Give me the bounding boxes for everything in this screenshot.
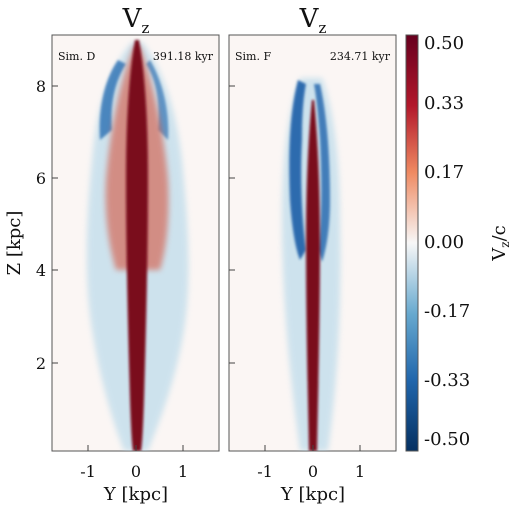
panel-d-xtick: -1 [80,462,96,481]
panel-f-xlabel: Y [kpc] [280,484,345,505]
panel-f-xtick: 1 [355,462,365,481]
panel-f-time-label: 234.71 kyr [330,50,391,63]
panel-f-field [282,78,341,451]
colorbar-gradient [405,34,419,452]
panel-f-title: Vz [299,4,327,37]
colorbar-tick: -0.50 [424,429,470,450]
panel-d-ytick: 4 [36,261,46,280]
panel-d-xlabel: Y [kpc] [103,484,168,505]
panel-d-ytick: 6 [36,169,46,188]
panel-f-xtick: -1 [257,462,273,481]
panel-d-xtick: 1 [178,462,188,481]
panel-d-ticks [52,85,184,451]
colorbar-tick: 0.17 [424,162,464,183]
colorbar-tick: 0.00 [424,232,464,253]
panel-d-field [86,40,189,451]
panel-f-sim-label: Sim. F [235,50,271,63]
colorbar-label: Vz/c [489,225,512,261]
colorbar-tick: -0.17 [424,301,470,322]
jet-spine [306,100,320,451]
colorbar-tick: 0.50 [424,33,464,54]
jet-spine [126,40,148,451]
panel-f-xtick: 0 [308,462,318,481]
backflow-blue-left [99,60,126,140]
panel-d-ytick: 2 [36,354,46,373]
backflow-blue-left [289,80,306,260]
y-axis-label: Z [kpc] [4,211,25,276]
colorbar-tick: 0.33 [424,93,464,114]
backflow-blue-right [146,60,169,140]
panel-sim-f: Vz Sim. F 234.71 kyr -1 0 1 Y [kpc] [228,4,397,505]
panel-d-xtick: 0 [131,462,141,481]
panel-d-title: Vz [122,4,150,37]
panel-d-time-label: 391.18 kyr [153,50,214,63]
colorbar-tick: -0.33 [424,370,470,391]
backflow-blue-right [314,84,330,262]
panel-sim-d: Vz Sim. D 391.18 kyr -1 0 1 2 4 6 8 Y [k… [4,4,220,505]
panel-f-ticks [229,85,361,451]
colorbar: 0.50 0.33 0.17 0.00 -0.17 -0.33 -0.50 Vz… [405,33,512,452]
panel-d-sim-label: Sim. D [58,50,95,63]
panel-d-ytick: 8 [36,77,46,96]
